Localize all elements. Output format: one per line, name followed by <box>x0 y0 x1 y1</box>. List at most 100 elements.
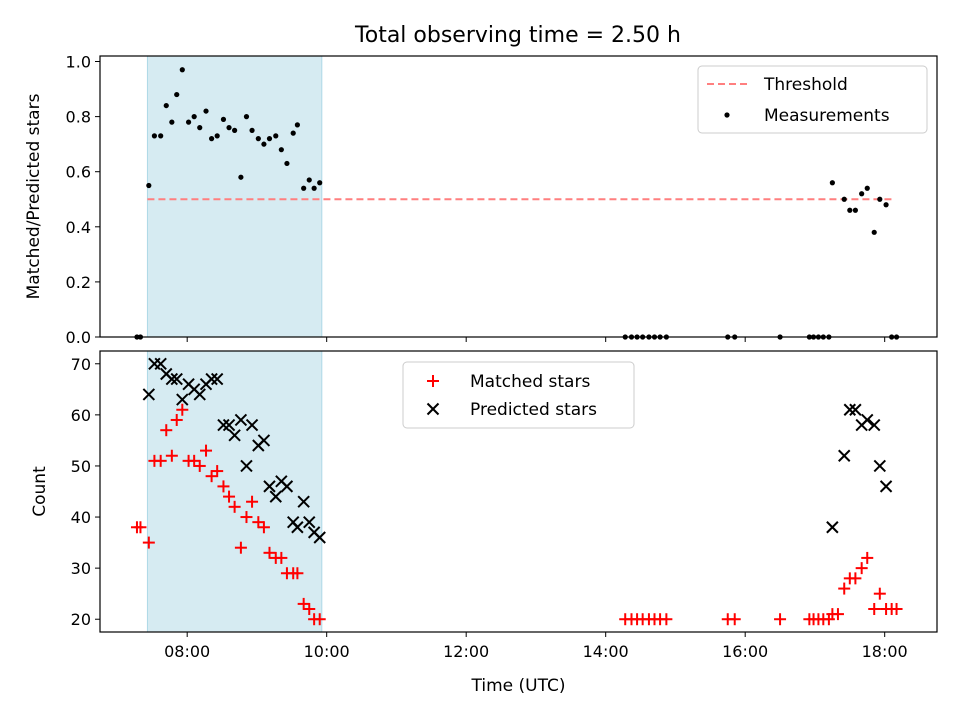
measurement-point <box>266 136 273 142</box>
top-y-tick-label: 0.2 <box>66 273 91 292</box>
matched-star-point <box>246 495 259 508</box>
top-legend: Threshold Measurements <box>697 65 928 134</box>
matched-star-point <box>291 567 304 580</box>
predicted-marker-b <box>154 357 167 370</box>
top-axes-frame <box>99 55 938 338</box>
predicted-marker-b <box>297 495 310 508</box>
x-tick-label: 14:00 <box>583 642 629 661</box>
matched-star-point <box>831 608 844 621</box>
legend-predicted-swatch <box>426 402 440 416</box>
matched-star-point <box>252 516 265 529</box>
bottom-y-axis-label: Count <box>30 466 50 517</box>
measurement-point <box>214 133 220 139</box>
x-tick-label: 16:00 <box>722 642 768 661</box>
measurement-point <box>261 141 267 147</box>
predicted-marker-b <box>217 418 230 432</box>
measurement-point <box>163 102 169 109</box>
measurement-point <box>146 182 152 189</box>
measurement-point <box>179 67 185 73</box>
top-y-tick-label: 0.0 <box>66 328 91 347</box>
predicted-marker-b <box>245 418 259 432</box>
measurement-point <box>306 177 312 183</box>
matched-star-point <box>154 454 167 467</box>
predicted-marker-b <box>269 490 282 503</box>
measurement-point <box>209 136 215 142</box>
measurement-point <box>203 108 209 114</box>
predicted-star-point <box>873 459 887 473</box>
predicted-marker-b <box>313 531 326 544</box>
predicted-star-point <box>879 480 893 493</box>
bot-y-tick-label: 20 <box>71 610 91 629</box>
predicted-star-point <box>269 490 282 503</box>
matched-star-point <box>873 587 886 600</box>
predicted-marker-b <box>838 449 851 462</box>
predicted-star-point <box>205 372 218 386</box>
matched-star-point <box>861 551 874 564</box>
predicted-star-point <box>868 418 881 432</box>
matched-star-point <box>838 582 851 595</box>
matched-star-point <box>217 480 230 493</box>
x-tick-label: 18:00 <box>862 642 908 661</box>
bottom-shaded-span <box>146 350 323 633</box>
measurement-point <box>255 136 261 142</box>
predicted-star-point <box>176 393 189 406</box>
predicted-marker-b <box>257 434 271 447</box>
matched-star-point <box>890 603 903 616</box>
measurement-point <box>864 185 870 191</box>
predicted-star-point <box>303 515 316 529</box>
matched-star-point <box>134 521 147 534</box>
predicted-marker-b <box>849 403 862 416</box>
measurement-point <box>278 147 284 153</box>
predicted-star-point <box>210 372 224 386</box>
predicted-star-point <box>193 388 206 401</box>
measurement-point <box>877 196 883 202</box>
legend-box <box>697 65 928 134</box>
top-y-tick-label: 1.0 <box>66 53 91 72</box>
predicted-star-point <box>240 459 253 473</box>
predicted-star-point <box>222 418 236 432</box>
predicted-marker-b <box>193 388 206 401</box>
predicted-marker-b <box>142 388 156 401</box>
predicted-marker-b <box>240 459 253 473</box>
measurement-point <box>301 185 307 191</box>
predicted-marker-b <box>210 372 224 386</box>
predicted-marker-b <box>303 515 316 529</box>
legend-box <box>402 361 635 429</box>
predicted-star-point <box>849 403 862 416</box>
measurement-point <box>174 91 180 98</box>
measurement-point <box>273 133 279 139</box>
matched-star-point <box>849 572 862 585</box>
top-y-tick-label: 0.4 <box>66 218 91 237</box>
measurement-point <box>169 119 175 125</box>
matched-star-point <box>188 454 201 467</box>
matched-star-point <box>165 449 178 462</box>
legend-predicted-label: Predicted stars <box>470 400 597 420</box>
top-panel: 0.0 0.2 0.4 0.6 0.8 1.0 Matched/Predicted sta… <box>24 53 938 347</box>
x-tick-label: 08:00 <box>164 642 210 661</box>
matched-star-point <box>257 521 270 534</box>
measurement-point <box>220 116 227 122</box>
measurement-point <box>232 127 238 133</box>
measurement-point <box>151 133 158 139</box>
measurement-point <box>191 114 197 120</box>
top-y-tick-label: 0.6 <box>66 163 91 182</box>
top-y-axis-label: Matched/Predicted stars <box>24 93 44 299</box>
predicted-star-point <box>291 521 304 534</box>
matched-star-point <box>728 613 741 626</box>
matched-star-point <box>160 424 173 437</box>
bottom-panel: 20 30 40 50 60 70 08:00 10:00 12:00 14:00 16:00 18… <box>30 350 938 696</box>
predicted-marker-b <box>861 413 874 427</box>
top-y-tick-label: 0.8 <box>66 108 91 127</box>
predicted-star-point <box>263 480 276 493</box>
predicted-star-point <box>826 521 839 534</box>
predicted-star-point <box>170 372 183 386</box>
measurement-point <box>829 180 835 186</box>
legend-measurements-swatch <box>724 112 730 118</box>
predicted-marker-b <box>879 480 893 493</box>
measurement-point <box>294 122 300 128</box>
measurement-point <box>841 196 847 202</box>
legend-measurements-label: Measurements <box>764 106 890 126</box>
predicted-marker-b <box>291 521 304 534</box>
